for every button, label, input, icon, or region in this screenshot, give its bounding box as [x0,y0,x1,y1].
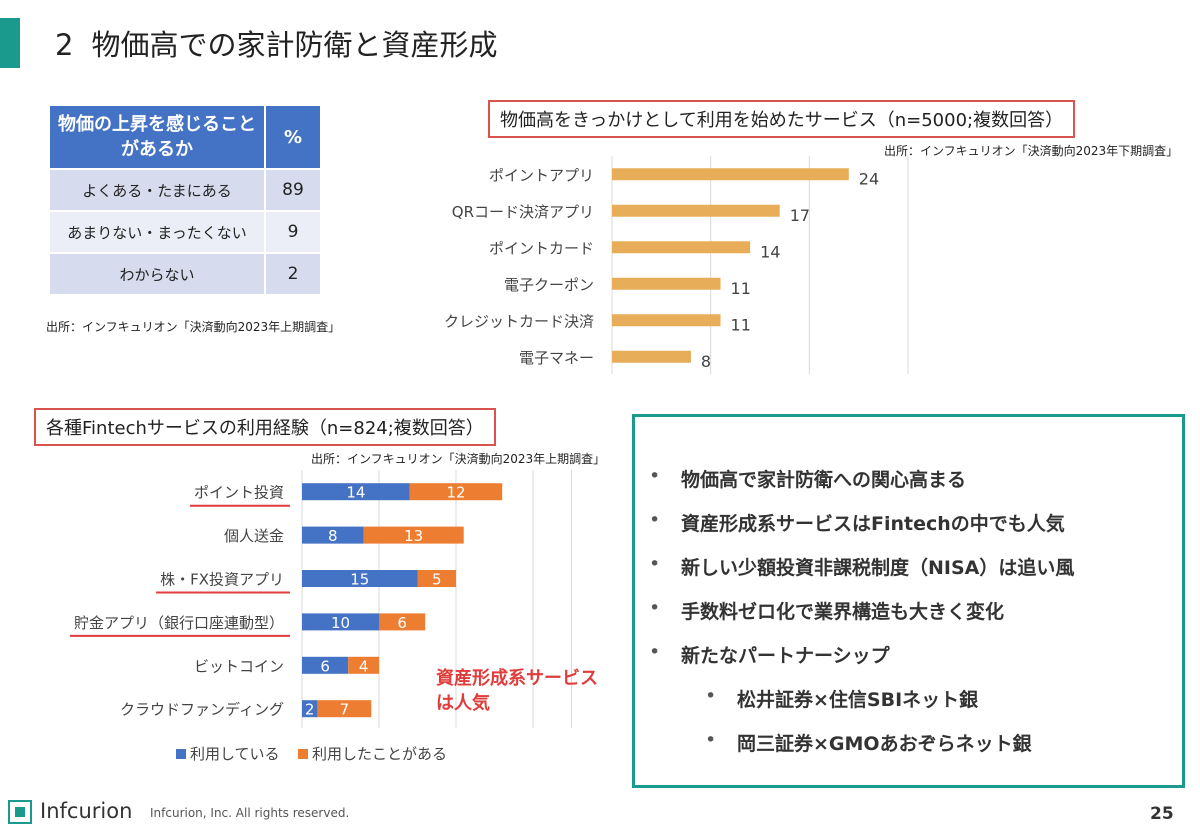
chart1-data-label: 8 [701,352,711,371]
chart1-bar [612,204,780,217]
summary-item: 手数料ゼロ化で業界構造も大きく変化 [649,597,1004,624]
chart2-data-label: 7 [340,701,350,719]
chart1-category-label: クレジットカード決済 [444,312,594,330]
chart2-fintech-usage: ポイント投資 14 12 個人送金 8 13 株・FX投資アプリ 15 5 貯金アプリ（銀行口座連… [69,470,572,763]
chart1-category-label: ポイントカード [489,239,594,257]
chart2-data-label: 6 [320,657,330,675]
chart2-category-label: ビットコイン [194,657,284,675]
summary-box: 物価高で家計防衛への関心高まる 資産形成系サービスはFintechの中でも人気 … [632,414,1185,788]
chart1-bar [612,241,751,254]
table-header-percent: % [264,104,322,170]
chart2-data-label: 5 [432,571,442,589]
chart1-category-label: QRコード決済アプリ [452,203,594,221]
summary-subitem: 岡三証券×GMOあおぞらネット銀 [705,729,1032,756]
chart2-bar-used-before [417,570,456,587]
chart2-bar-used-before [363,526,464,544]
summary-item: 物価高で家計防衛への関心高まる [649,465,966,492]
chart2-data-label: 15 [350,571,369,589]
chart2-category-label: 個人送金 [224,527,284,545]
table-cell-value: 2 [264,252,322,296]
chart2-bar-using [302,526,364,544]
table-cell-label: あまりない・まったくない [48,210,266,254]
chart1-category-label: 電子クーポン [504,276,594,294]
chart2-bar-using [302,483,410,501]
survey-table: 物価の上昇を感じることがあるか % よくある・たまにある 89 あまりない・まっ… [48,104,322,296]
table-cell-label: よくある・たまにある [48,168,266,212]
table-source: 出所：インフキュリオン「決済動向2023年上期調査」 [46,320,341,334]
chart1-category-label: ポイントアプリ [489,166,594,184]
chart2-bar-used-before [317,700,372,718]
callout-text: 資産形成系サービス は人気 [436,666,598,716]
chart2-bar-used-before [348,656,379,674]
chart2-legend-swatch [176,749,186,759]
chart2-bar-using [302,700,318,718]
table-header-question: 物価の上昇を感じることがあるか [48,104,266,170]
chart2-source: 出所：インフキュリオン「決済動向2023年上期調査」 [311,452,606,466]
chart2-data-label: 10 [331,614,350,632]
chart2-category-label: 株・FX投資アプリ [160,571,284,589]
chart2-data-label: 14 [346,484,365,502]
table-cell-value: 9 [264,210,322,254]
chart2-bar-using [302,613,379,631]
chart1-bar [612,314,721,327]
chart2-category-label: ポイント投資 [194,484,284,502]
summary-item: 新たなパートナーシップ [649,641,890,668]
chart2-category-label: クラウドファンディング [120,701,284,719]
chart1-data-label: 14 [760,242,780,261]
chart1-bar [612,350,691,363]
chart2-legend-label: 利用している [190,745,280,763]
footer-copyright: Infcurion, Inc. All rights reserved. [150,806,350,820]
chart1-bar [612,277,721,290]
chart2-title: 各種Fintechサービスの利用経験（n=824;複数回答） [34,408,496,446]
chart1-data-label: 17 [790,206,810,225]
summary-item: 新しい少額投資非課税制度（NISA）は追い風 [649,553,1074,580]
slide-number: 2 [55,28,74,62]
chart2-bar-used-before [409,483,503,501]
table-header-row: 物価の上昇を感じることがあるか % [48,104,322,170]
chart1-data-label: 11 [731,279,751,298]
footer-brand: Infcurion [40,799,133,823]
table-row: あまりない・まったくない 9 [48,210,322,254]
summary-item: 資産形成系サービスはFintechの中でも人気 [649,509,1065,536]
slide-title-text: 物価高での家計防衛と資産形成 [91,28,498,62]
slide-title: 2 物価高での家計防衛と資産形成 [55,22,497,64]
callout-line: は人気 [436,693,490,714]
chart2-data-label: 2 [305,701,315,719]
table-row: わからない 2 [48,252,322,296]
chart2-data-label: 4 [359,657,369,675]
callout-line: 資産形成系サービス [436,668,598,689]
chart1-data-label: 11 [731,315,751,334]
chart1-services-started: ポイントアプリ 24 QRコード決済アプリ 17 ポイントカード 14 電子クーポン 11 クレ… [444,156,909,374]
chart1-category-label: 電子マネー [519,349,594,367]
table-cell-label: わからない [48,252,266,296]
chart2-bar-used-before [379,613,426,631]
summary-subitem: 松井証券×住信SBIネット銀 [705,685,978,712]
chart1-bar [612,168,849,181]
chart2-category-label: 貯金アプリ（銀行口座連動型） [74,614,284,632]
infcurion-logo-icon [8,800,32,824]
chart2-legend-swatch [298,749,308,759]
chart1-source: 出所：インフキュリオン「決済動向2023年下期調査」 [884,144,1179,158]
chart2-data-label: 6 [397,614,407,632]
chart2-legend-label: 利用したことがある [312,745,447,763]
chart2-data-label: 8 [328,527,338,545]
table-cell-value: 89 [264,168,322,212]
chart2-data-label: 12 [446,484,465,502]
chart2-bar-using [302,570,418,587]
table-row: よくある・たまにある 89 [48,168,322,212]
title-accent-bar [0,18,20,68]
page-number: 25 [1150,804,1174,824]
chart2-bar-using [302,656,349,674]
chart2-data-label: 13 [404,527,423,545]
chart1-data-label: 24 [859,169,879,188]
chart1-title: 物価高をきっかけとして利用を始めたサービス（n=5000;複数回答） [488,100,1076,138]
